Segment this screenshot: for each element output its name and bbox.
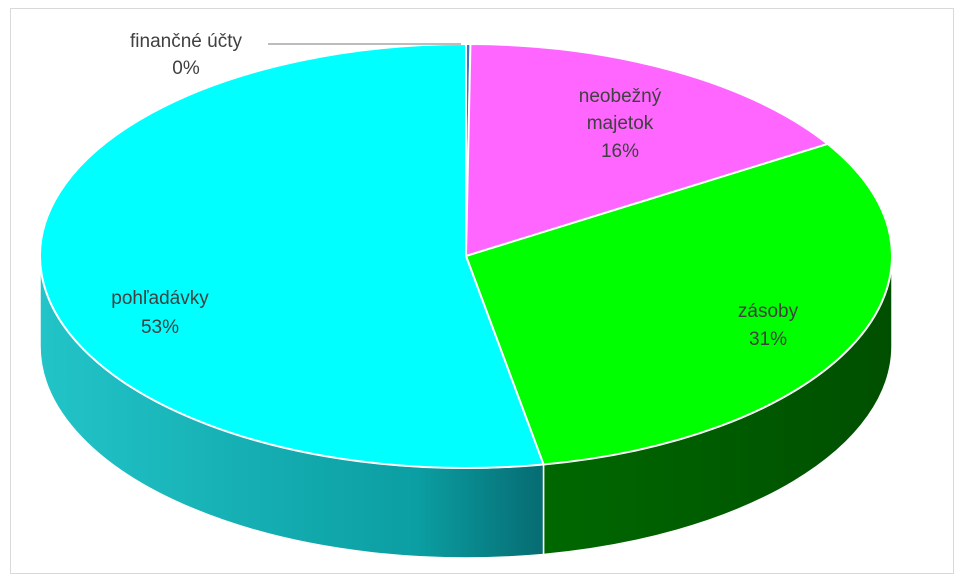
slice-label-pohladavky: pohľadávky [111, 288, 209, 309]
slice-percent-financne-ucty: 0% [172, 58, 200, 79]
slice-label-neobezny-line2: majetok [587, 113, 654, 134]
slice-label-zasoby: zásoby [738, 301, 799, 322]
slice-percent-neobezny: 16% [601, 141, 639, 162]
slice-label-financne-ucty: finančné účty [130, 31, 242, 52]
slice-label-neobezny-line1: neobežný [579, 86, 662, 107]
slice-percent-zasoby: 31% [749, 329, 787, 350]
slice-percent-pohladavky: 53% [141, 317, 179, 338]
pie-top-faces [40, 44, 892, 468]
